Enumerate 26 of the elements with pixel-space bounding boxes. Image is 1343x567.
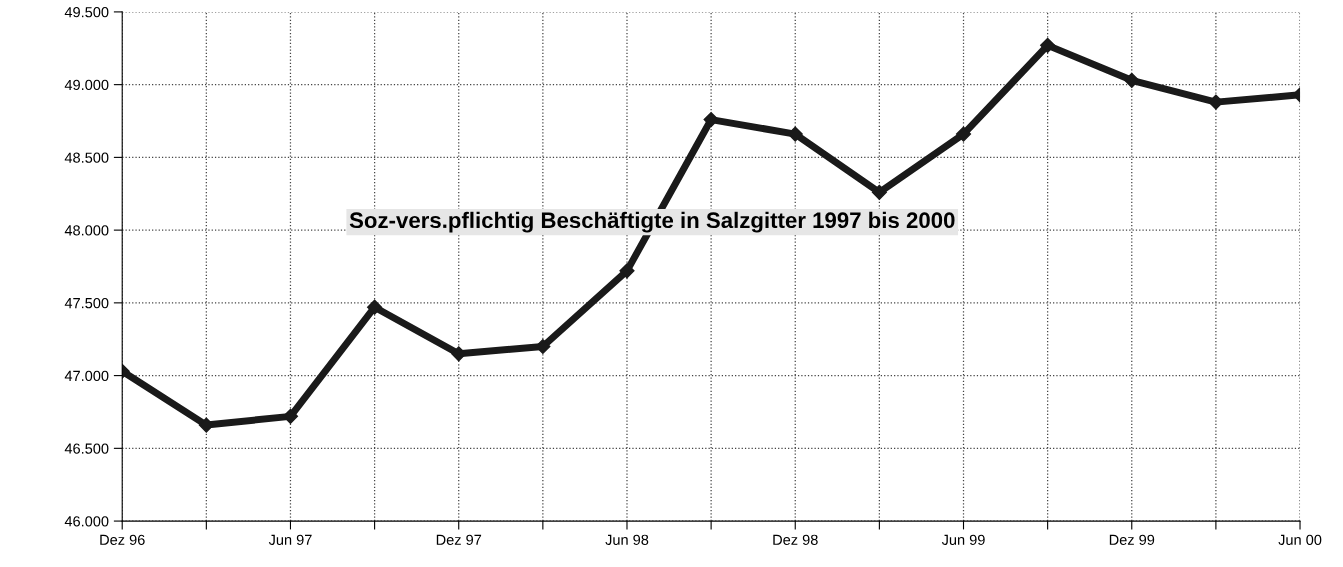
point	[367, 299, 383, 315]
x-tick-label: Jun 00	[1278, 534, 1322, 545]
y-tick-label: 49.000	[64, 79, 109, 91]
x-tick-label: Jun 98	[605, 534, 649, 545]
x-tick-label: Dez 96	[100, 534, 145, 545]
point	[619, 263, 635, 279]
y-tick-label: 46.500	[64, 443, 109, 454]
x-tick-label: Dez 99	[1109, 534, 1155, 545]
point	[871, 184, 887, 200]
x-tick-label: Jun 99	[941, 534, 985, 545]
y-tick-label: 47.000	[64, 370, 109, 382]
point	[535, 338, 551, 355]
x-tick-label: Dez 97	[436, 534, 482, 545]
point	[703, 111, 719, 128]
y-tick-label: 48.000	[64, 225, 109, 236]
text: Soz-vers.pflichtig Beschäftigte in Salzgitter 1997 bis 2000	[349, 211, 955, 233]
y-tick-label: 49.500	[64, 7, 109, 18]
y-tick-label: 46.000	[64, 516, 109, 527]
x-tick-label: Dez 98	[773, 534, 818, 545]
point	[955, 126, 972, 142]
x-tick-label: Jun 97	[268, 534, 312, 545]
point	[787, 126, 803, 142]
point	[1124, 72, 1140, 88]
y-tick-label: 47.500	[64, 297, 109, 309]
y-tick-label: 48.500	[64, 152, 109, 163]
point	[1040, 37, 1056, 53]
